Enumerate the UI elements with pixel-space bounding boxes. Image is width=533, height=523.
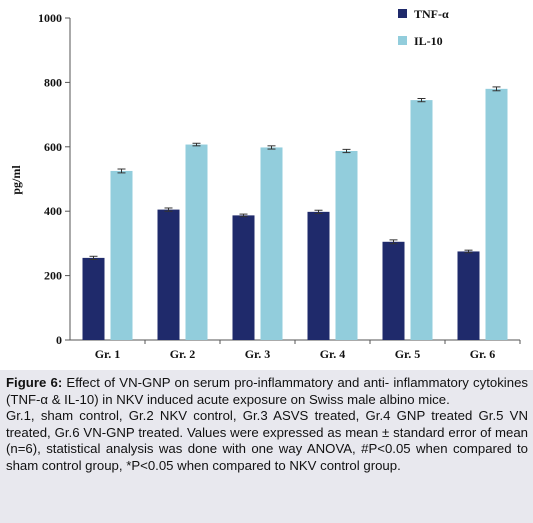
caption-legend-text: Gr.1, sham control, Gr.2 NKV control, Gr… (6, 408, 528, 473)
bars (82, 86, 508, 340)
y-axis-title: pg/ml (9, 165, 23, 195)
x-tick-label: Gr. 1 (95, 347, 121, 361)
error-bar (492, 86, 501, 92)
bar-il10 (185, 144, 208, 340)
legend-swatch (398, 36, 407, 45)
error-bar (192, 142, 201, 147)
x-tick-label: Gr. 2 (170, 347, 196, 361)
bar-tnf (307, 211, 330, 340)
y-tick-label: 800 (44, 75, 62, 89)
error-bar (389, 239, 398, 245)
y-tick-label: 400 (44, 204, 62, 218)
bar-tnf (82, 257, 105, 340)
bar-tnf (157, 209, 180, 340)
caption-description: Effect of VN-GNP on serum pro-inflammato… (6, 375, 529, 407)
y-tick-label: 0 (56, 333, 62, 347)
ticks: 0 200 400 600 800 1000 Gr. 1 Gr. 2 Gr. 3 Gr. 4 Gr.… (38, 11, 521, 361)
bar-il10 (410, 100, 433, 340)
error-bar (464, 249, 473, 254)
bar-tnf (457, 251, 480, 340)
bar-il10 (260, 147, 283, 340)
bar-il10 (110, 170, 133, 340)
error-bar (239, 213, 248, 218)
x-tick-label: Gr. 5 (395, 347, 421, 361)
caption-title: Figure 6: (6, 375, 63, 390)
legend-label: TNF-α (414, 7, 449, 21)
legend-label: IL-10 (414, 34, 443, 48)
x-tick-label: Gr. 4 (320, 347, 346, 361)
bar-chart: 0 200 400 600 800 1000 Gr. 1 Gr. 2 Gr. 3 Gr. 4 Gr.… (0, 0, 533, 370)
error-bar (314, 209, 323, 214)
legend-swatch (398, 9, 407, 18)
error-bar (164, 207, 173, 212)
error-bar (117, 168, 126, 174)
bar-tnf (232, 215, 255, 340)
x-tick-label: Gr. 3 (245, 347, 271, 361)
bar-il10 (335, 150, 358, 340)
y-tick-label: 200 (44, 269, 62, 283)
error-bar (417, 98, 426, 103)
error-bar (342, 148, 351, 154)
y-tick-label: 1000 (38, 11, 62, 25)
x-tick-label: Gr. 6 (470, 347, 496, 361)
y-tick-label: 600 (44, 140, 62, 154)
bar-il10 (485, 88, 508, 340)
error-bar (267, 145, 276, 150)
figure-caption: Figure 6: Effect of VN-GNP on serum pro-… (6, 375, 528, 475)
bar-tnf (382, 241, 405, 340)
legend: TNF-α IL-10 (398, 7, 449, 48)
error-bar (89, 255, 98, 260)
